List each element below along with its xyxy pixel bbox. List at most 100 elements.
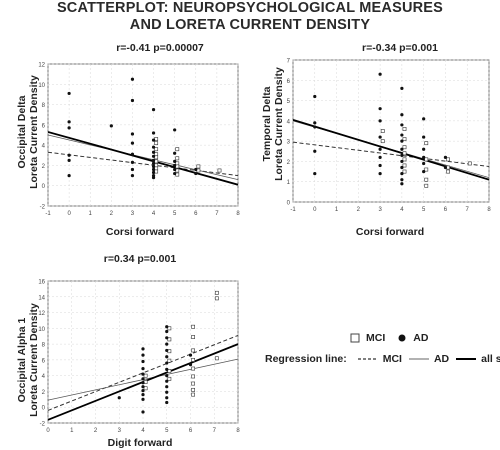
ad-point <box>151 108 156 112</box>
x-tick-label: 7 <box>466 207 470 213</box>
dashed-line-icon <box>357 358 378 360</box>
x-tick-label: 0 <box>313 207 317 213</box>
mci-point <box>167 326 172 331</box>
ad-point <box>173 167 177 172</box>
mci-point <box>380 139 385 144</box>
ad-point <box>165 400 169 405</box>
mci-point <box>191 381 196 386</box>
legend-line-mci: MCI <box>382 353 402 365</box>
ad-point <box>67 126 71 130</box>
regression-line-all <box>48 131 238 186</box>
ad-point <box>130 160 135 164</box>
y-tick-label: 4 <box>42 144 46 150</box>
ad-point <box>173 128 177 132</box>
x-tick-label: 4 <box>141 428 145 434</box>
ad-point <box>422 169 426 174</box>
ad-point <box>165 329 169 334</box>
mci-point <box>380 129 385 133</box>
ad-point <box>165 385 169 389</box>
ad-point <box>400 153 404 157</box>
mci-point <box>175 147 180 152</box>
y-tick-label: 4 <box>287 119 291 125</box>
xlabel-occipital-alpha: Digit forward <box>107 437 173 449</box>
ad-point <box>141 377 145 381</box>
ad-point <box>151 167 156 172</box>
mci-point <box>191 366 196 371</box>
x-tick-label: 4 <box>400 207 404 213</box>
ad-point <box>165 348 169 353</box>
x-tick-label: 5 <box>165 428 169 434</box>
regression-line-mci <box>293 141 489 167</box>
y-tick-label: 3 <box>287 140 291 146</box>
ad-point <box>141 389 145 393</box>
ad-point <box>378 172 382 176</box>
ad-point <box>117 396 121 400</box>
ad-point <box>151 170 156 175</box>
ad-point <box>378 107 382 111</box>
ad-point <box>151 154 156 158</box>
ad-point <box>141 353 145 357</box>
ad-point <box>151 131 156 135</box>
dot-marker-icon <box>398 334 406 342</box>
ad-point <box>151 161 156 165</box>
mci-point <box>446 169 450 174</box>
ad-point <box>151 164 156 169</box>
mci-point <box>402 157 407 162</box>
ad-point <box>378 119 382 123</box>
legend-mci-label: MCI <box>366 332 386 344</box>
x-tick-label: 0 <box>46 428 50 434</box>
ad-point <box>422 117 426 121</box>
ad-point <box>313 94 317 99</box>
ad-point <box>151 176 156 180</box>
mci-point <box>402 151 407 156</box>
ad-point <box>151 138 156 142</box>
mci-point <box>143 386 148 391</box>
stat-temporal-delta: r=-0.34 p=0.001 <box>362 42 438 54</box>
mci-point <box>167 337 172 342</box>
ad-point <box>400 159 404 164</box>
ad-point <box>400 113 404 117</box>
ad-point <box>141 372 145 376</box>
ad-point <box>173 151 177 155</box>
thick-line-icon <box>456 358 477 360</box>
ad-point <box>194 167 198 172</box>
ad-point <box>173 171 177 176</box>
legend-markers: MCI AD <box>350 332 428 344</box>
mci-point <box>467 161 472 166</box>
ad-point <box>130 152 135 156</box>
ad-point <box>67 153 71 157</box>
x-tick-label: 1 <box>335 207 339 213</box>
ad-point <box>67 173 71 178</box>
mci-point <box>154 141 159 146</box>
plot-frame <box>292 59 490 203</box>
ad-point <box>422 161 426 166</box>
ad-point <box>141 397 145 401</box>
chart-title-line2: AND LORETA CURRENT DENSITY <box>129 17 371 33</box>
ad-point <box>109 124 113 128</box>
ad-point <box>165 396 169 400</box>
ad-point <box>173 163 177 168</box>
y-tick-label: -2 <box>40 422 46 428</box>
xlabel-occipital-delta: Corsi forward <box>105 226 175 238</box>
y-tick-label: 8 <box>42 103 46 109</box>
square-marker-icon <box>350 333 360 343</box>
ad-point <box>165 342 169 346</box>
ad-point <box>378 135 382 139</box>
y-tick-label: 2 <box>42 164 46 170</box>
x-tick-label: 6 <box>189 428 193 434</box>
ad-point <box>313 149 317 153</box>
thin-line-icon <box>408 358 429 360</box>
ad-point <box>165 379 169 383</box>
mci-point <box>167 376 172 381</box>
x-tick-label: 8 <box>236 428 240 434</box>
legend-regression: Regression line: MCI AD all sbj <box>265 353 500 365</box>
x-tick-label: 7 <box>215 211 219 217</box>
x-tick-label: 8 <box>236 211 240 217</box>
mci-point <box>175 161 180 166</box>
mci-point <box>191 392 196 397</box>
mci-point <box>143 373 148 378</box>
ad-point <box>313 121 317 125</box>
ad-point <box>443 155 448 159</box>
ad-point <box>400 182 404 186</box>
